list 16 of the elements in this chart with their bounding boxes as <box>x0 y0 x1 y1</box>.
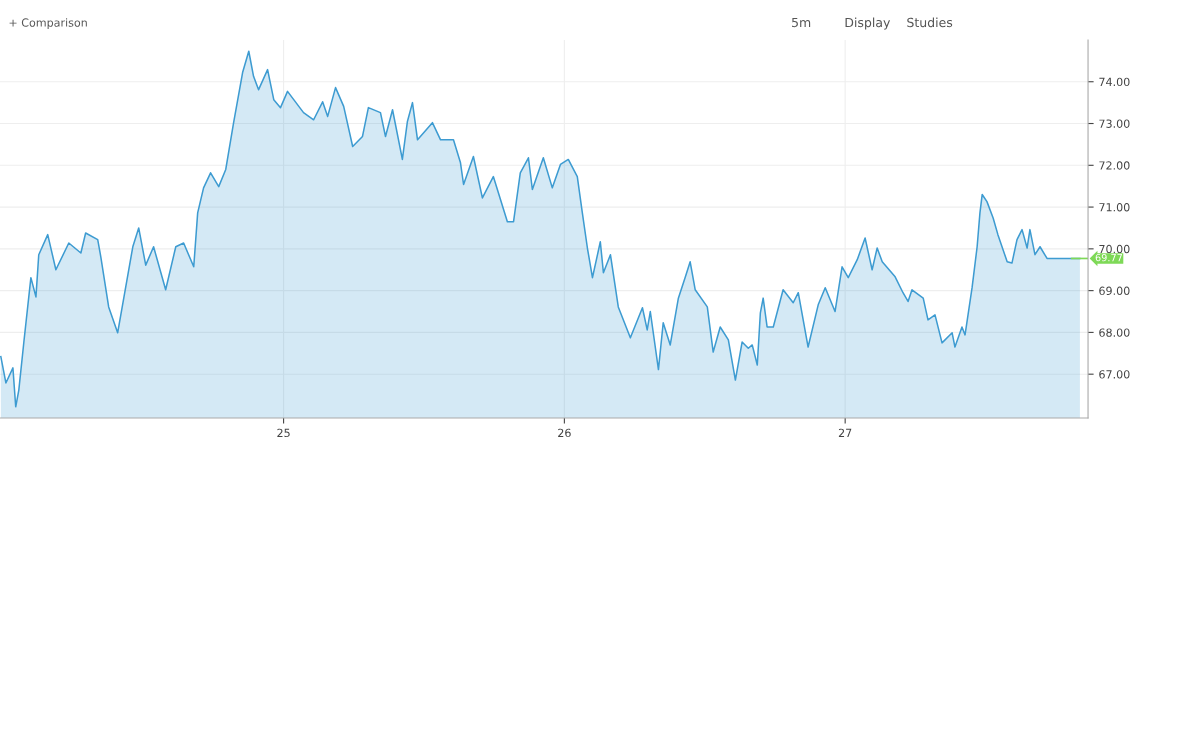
text: Display <box>845 17 891 30</box>
y-tick-label: 68.00 <box>1099 328 1130 337</box>
y-tick-label: 72.00 <box>1099 161 1130 170</box>
text: 5m <box>792 17 811 28</box>
y-tick-label: 71.00 <box>1099 203 1130 212</box>
text: + Comparison <box>9 18 87 29</box>
x-tick-label: 25 <box>277 428 290 438</box>
y-tick-label: 73.00 <box>1099 119 1130 128</box>
y-tick-label: 67.00 <box>1099 370 1130 379</box>
text: Studies <box>907 17 953 28</box>
ref-line-label: 69.77 <box>1095 253 1122 262</box>
y-tick-label: 74.00 <box>1099 77 1130 87</box>
y-tick-label: 70.00 <box>1099 244 1130 254</box>
x-tick-label: 26 <box>558 428 571 438</box>
x-tick-label: 27 <box>838 428 852 437</box>
y-tick-label: 69.00 <box>1099 286 1130 296</box>
